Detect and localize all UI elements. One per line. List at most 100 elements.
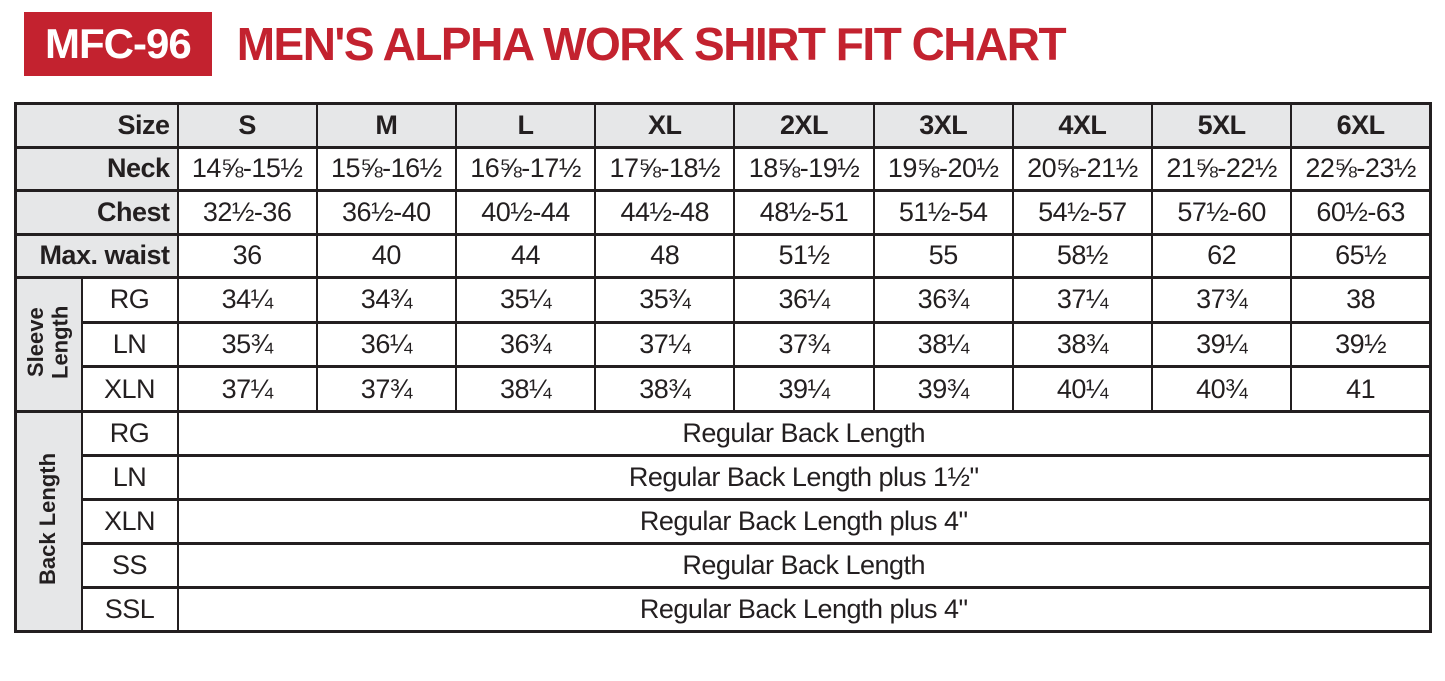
value-cell: 35¾ [594,276,736,324]
row-label: Chest [14,189,179,236]
size-col-header: L [454,102,597,149]
value-cell: 39½ [1290,320,1432,369]
value-cell: 57½-60 [1151,189,1293,236]
page-title: MEN'S ALPHA WORK SHIRT FIT CHART [236,18,1067,70]
value-cell: 37¾ [733,320,875,369]
value-cell: 22⅝-23½ [1290,145,1432,192]
value-cell: 37¼ [1011,276,1154,324]
product-code-badge: MFC-96 [24,12,212,76]
value-cell: 51½-54 [872,189,1014,236]
value-cell: 39¾ [872,365,1014,413]
value-cell: 20⅝-21½ [1011,145,1154,192]
back-length-text: Regular Back Length plus 4" [176,586,1432,633]
back-length-text: Regular Back Length [176,410,1432,457]
value-cell: 39¼ [1151,320,1293,369]
table-row: Size S M L XL 2XL 3XL 4XL 5XL 6XL [14,102,1432,149]
group-label-cell: Back Length [14,410,83,633]
sub-label: RG [80,410,179,457]
value-cell: 55 [872,232,1014,279]
value-cell: 16⅝-17½ [454,145,597,192]
row-label: Max. waist [14,232,179,279]
sub-label: RG [80,276,179,324]
back-length-text: Regular Back Length [176,542,1432,589]
sub-label: SS [80,542,179,589]
value-cell: 37¾ [1151,276,1293,324]
value-cell: 34¾ [315,276,457,324]
value-cell: 48½-51 [733,189,875,236]
value-cell: 15⅝-16½ [315,145,457,192]
value-cell: 34¼ [176,276,318,324]
value-cell: 60½-63 [1290,189,1432,236]
table-row: LN Regular Back Length plus 1½" [16,454,1432,501]
size-col-header: 3XL [872,102,1014,149]
value-cell: 51½ [733,232,875,279]
fit-chart-page: MFC-96 MEN'S ALPHA WORK SHIRT FIT CHART … [0,12,1445,633]
back-length-text: Regular Back Length plus 1½" [176,454,1432,501]
value-cell: 36½-40 [315,189,457,236]
size-col-header: M [315,102,457,149]
value-cell: 39¼ [733,365,875,413]
sub-label: XLN [80,365,179,413]
value-cell: 38¼ [872,320,1014,369]
value-cell: 38¾ [1011,320,1154,369]
value-cell: 36¾ [872,276,1014,324]
value-cell: 44½-48 [594,189,736,236]
table-row: Chest 32½-36 36½-40 40½-44 44½-48 48½-51 51½-5… [14,189,1432,236]
value-cell: 21⅝-22½ [1151,145,1293,192]
value-cell: 41 [1290,365,1432,413]
table-row: SS Regular Back Length [16,542,1432,589]
group-label-text: Back Length [35,452,61,586]
group-label-text: Sleeve Length [23,305,73,379]
value-cell: 62 [1151,232,1293,279]
value-cell: 54½-57 [1011,189,1154,236]
table-row: Neck 14⅝-15½ 15⅝-16½ 16⅝-17½ 17⅝-18½ 18⅝-19½ 1… [14,145,1432,192]
value-cell: 36¾ [454,320,597,369]
value-cell: 44 [454,232,597,279]
table-row: XLN 37¼ 37¾ 38¼ 38¾ 39¼ 39¾ 40¼ 40¾ 41 [16,365,1432,413]
size-col-header: S [176,102,318,149]
size-corner-label: Size [14,102,179,149]
value-cell: 38¾ [594,365,736,413]
value-cell: 37¼ [594,320,736,369]
back-length-text: Regular Back Length plus 4" [176,498,1432,545]
value-cell: 37¼ [176,365,318,413]
value-cell: 65½ [1290,232,1432,279]
value-cell: 14⅝-15½ [176,145,318,192]
value-cell: 18⅝-19½ [733,145,875,192]
value-cell: 48 [594,232,736,279]
value-cell: 38 [1290,276,1432,324]
sub-label: SSL [80,586,179,633]
size-col-header: XL [594,102,736,149]
size-col-header: 2XL [733,102,875,149]
fit-table-body: Size S M L XL 2XL 3XL 4XL 5XL 6XL Neck 14⅝-15½ 15⅝-1… [14,102,1432,633]
sub-label: XLN [80,498,179,545]
value-cell: 36 [176,232,318,279]
value-cell: 35¾ [176,320,318,369]
value-cell: 35¼ [454,276,597,324]
value-cell: 38¼ [454,365,597,413]
value-cell: 36¼ [315,320,457,369]
value-cell: 40¾ [1151,365,1293,413]
group-label-cell: Sleeve Length [14,276,83,413]
fit-chart-table: Size S M L XL 2XL 3XL 4XL 5XL 6XL Neck 14⅝-15½ 15⅝-1… [14,102,1432,633]
table-row: LN 35¾ 36¼ 36¾ 37¼ 37¾ 38¼ 38¾ 39¼ 39½ [16,320,1432,369]
page-header: MFC-96 MEN'S ALPHA WORK SHIRT FIT CHART [24,12,1445,76]
value-cell: 40¼ [1011,365,1154,413]
value-cell: 17⅝-18½ [594,145,736,192]
sub-label: LN [80,454,179,501]
size-col-header: 6XL [1290,102,1432,149]
size-col-header: 5XL [1151,102,1293,149]
value-cell: 58½ [1011,232,1154,279]
size-col-header: 4XL [1011,102,1154,149]
table-row: XLN Regular Back Length plus 4" [16,498,1432,545]
value-cell: 36¼ [733,276,875,324]
row-label: Neck [14,145,179,192]
value-cell: 32½-36 [176,189,318,236]
value-cell: 37¾ [315,365,457,413]
table-row: Sleeve Length RG 34¼ 34¾ 35¼ 35¾ 36¼ 36¾ 37¼ 37¾ 3… [14,276,1432,413]
table-row: Back Length RG Regular Back Length [14,410,1432,633]
table-row: Max. waist 36 40 44 48 51½ 55 58½ 62 65½ [14,232,1432,279]
value-cell: 40 [315,232,457,279]
value-cell: 40½-44 [454,189,597,236]
value-cell: 19⅝-20½ [872,145,1014,192]
